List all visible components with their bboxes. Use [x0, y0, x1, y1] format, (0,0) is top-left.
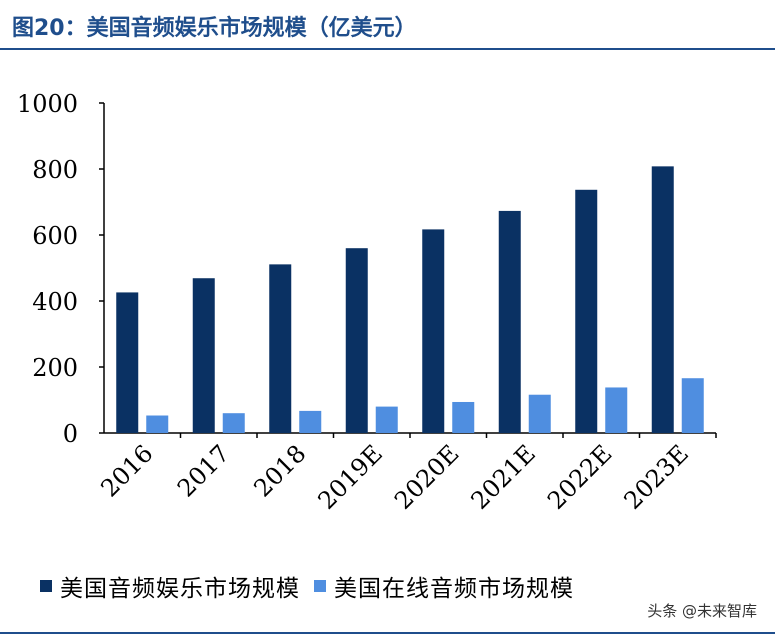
- bar-series-2: [528, 394, 551, 433]
- bar-series-1: [651, 166, 674, 434]
- x-tick-label: 2020E: [389, 439, 464, 514]
- y-tick-label: 400: [32, 288, 78, 316]
- bar-series-2: [222, 413, 245, 433]
- bar-series-2: [299, 410, 322, 433]
- x-tick-label: 2018: [249, 439, 312, 502]
- bar-series-1: [269, 264, 292, 433]
- title-divider: [0, 48, 775, 50]
- legend: 美国音频娱乐市场规模 美国在线音频市场规模: [40, 566, 588, 606]
- bar-series-2: [681, 378, 704, 433]
- bar-series-1: [575, 189, 598, 433]
- y-tick-label: 1000: [17, 90, 78, 118]
- bottom-divider: [0, 632, 775, 634]
- bar-series-2: [146, 415, 169, 433]
- bar-series-2: [452, 401, 475, 433]
- bar-series-1: [192, 278, 215, 433]
- bar-series-1: [116, 292, 139, 433]
- x-tick-label: 2019E: [313, 439, 388, 514]
- chart-title: 图20：美国音频娱乐市场规模（亿美元）: [12, 16, 417, 41]
- legend-label-series-2: 美国在线音频市场规模: [334, 576, 574, 602]
- x-tick-label: 2016: [96, 439, 159, 502]
- legend-swatch-series-1: [40, 580, 52, 592]
- legend-item-series-1: 美国音频娱乐市场规模: [40, 569, 300, 603]
- x-tick-label: 2023E: [619, 439, 694, 514]
- y-tick-label: 600: [32, 222, 78, 250]
- watermark: 头条 @未来智库: [647, 602, 757, 620]
- bar-series-1: [422, 229, 445, 433]
- bar-series-2: [375, 406, 398, 433]
- bar-series-2: [605, 387, 628, 433]
- bar-series-1: [345, 248, 368, 433]
- y-tick-label: 200: [32, 354, 78, 382]
- x-tick-label: 2017: [172, 439, 235, 502]
- title-bar: 图20：美国音频娱乐市场规模（亿美元）: [0, 0, 775, 48]
- y-tick-label: 0: [63, 420, 78, 448]
- bar-series-1: [498, 210, 521, 433]
- y-tick-label: 800: [32, 156, 78, 184]
- x-tick-label: 2021E: [466, 439, 541, 514]
- legend-swatch-series-2: [314, 580, 326, 592]
- legend-label-series-1: 美国音频娱乐市场规模: [60, 576, 300, 602]
- x-tick-label: 2022E: [542, 439, 617, 514]
- legend-item-series-2: 美国在线音频市场规模: [314, 569, 574, 603]
